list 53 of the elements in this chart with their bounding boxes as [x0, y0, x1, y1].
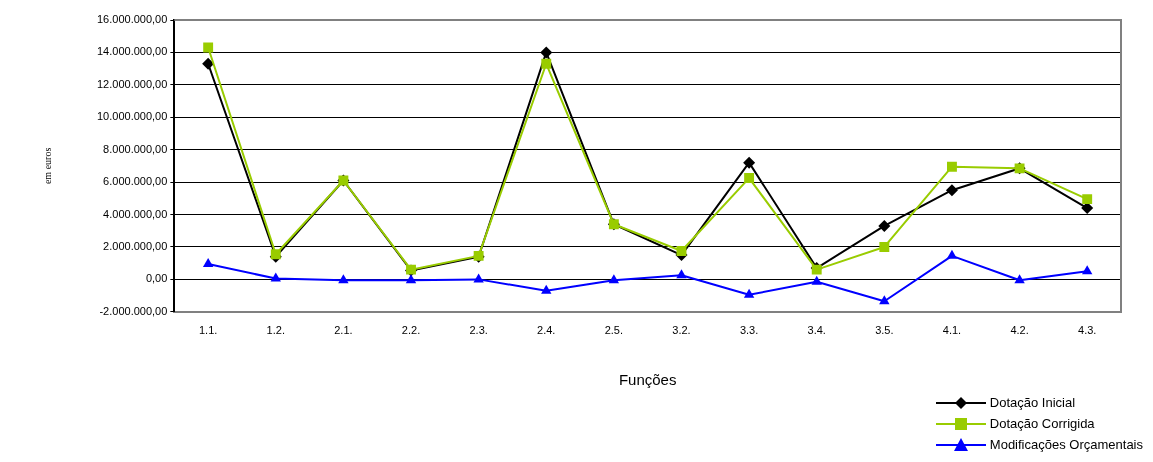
- point: [338, 274, 349, 284]
- point: [541, 284, 552, 294]
- point: [405, 274, 417, 284]
- point: [676, 269, 687, 279]
- x-tick-label: 3.5.: [875, 324, 894, 337]
- point: [879, 295, 890, 305]
- y-tick-label: 0,00: [145, 272, 168, 285]
- x-tick-label: 4.1.: [942, 324, 962, 337]
- y-tick-label: 16.000.000,00: [96, 13, 168, 26]
- point: [540, 46, 553, 59]
- point: [743, 288, 755, 298]
- legend-label: Modificações Orçamentais: [989, 437, 1143, 452]
- y-tick-label: 14.000.000,00: [96, 45, 168, 58]
- y-tick-label: 12.000.000,00: [96, 77, 168, 90]
- x-tick-label: 2.5.: [604, 324, 624, 337]
- x-tick-label: 2.3.: [469, 324, 488, 337]
- y-axis-title: em euros: [41, 147, 53, 185]
- x-tick-label: 3.4.: [807, 324, 826, 337]
- point: [743, 156, 756, 169]
- point: [1014, 274, 1025, 284]
- point: [270, 272, 281, 282]
- legend-label: Dotação Inicial: [989, 395, 1076, 410]
- point: [946, 249, 958, 259]
- point: [676, 246, 687, 256]
- x-tick-label: 4.3.: [1078, 324, 1097, 337]
- x-tick-label: 2.2.: [401, 324, 421, 337]
- y-tick-label: 4.000.000,00: [103, 207, 168, 220]
- x-axis-title: Funções: [618, 371, 677, 389]
- y-tick-label: -2.000.000,00: [99, 304, 168, 317]
- point: [203, 42, 214, 53]
- point: [1082, 194, 1093, 205]
- x-tick-label: 1.2.: [266, 324, 285, 337]
- y-tick-label: 8.000.000,00: [103, 142, 168, 155]
- y-tick-label: 10.000.000,00: [96, 110, 168, 123]
- point: [608, 274, 620, 284]
- point: [878, 219, 891, 232]
- point: [945, 184, 958, 197]
- point: [879, 242, 890, 252]
- legend-label: Dotação Corrigida: [989, 416, 1095, 431]
- y-tick-label: 2.000.000,00: [103, 239, 168, 252]
- x-tick-label: 2.4.: [537, 324, 556, 337]
- point: [811, 275, 822, 285]
- x-tick-label: 2.1.: [334, 324, 353, 337]
- point: [202, 257, 214, 267]
- x-tick-label: 3.3.: [739, 324, 759, 337]
- x-tick-label: 3.2.: [672, 324, 691, 337]
- point: [744, 173, 755, 184]
- point: [541, 58, 552, 69]
- point: [1081, 265, 1093, 275]
- point: [947, 161, 957, 172]
- x-tick-label: 4.2.: [1010, 324, 1029, 337]
- y-tick-label: 6.000.000,00: [103, 175, 168, 188]
- x-tick-label: 1.1.: [198, 324, 218, 337]
